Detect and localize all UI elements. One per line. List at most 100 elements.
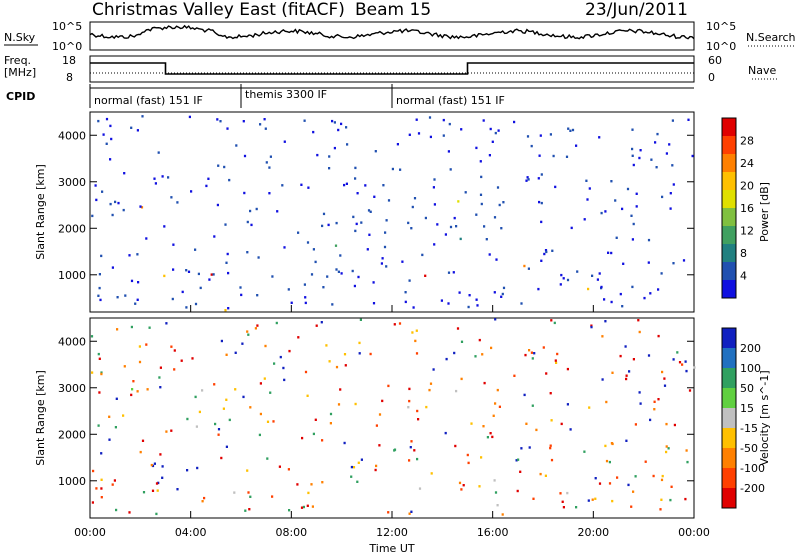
power-cell: [246, 251, 249, 254]
power-cell: [303, 283, 306, 286]
velocity-cell: [159, 366, 162, 369]
velocity-cell: [369, 352, 372, 356]
power-cell: [460, 128, 463, 131]
power-cell: [527, 267, 530, 270]
power-cell: [433, 203, 436, 206]
power-cell: [639, 149, 642, 152]
velocity-cell: [624, 345, 627, 348]
velocity-cell: [454, 444, 457, 448]
power-cell: [176, 201, 179, 204]
power-cell: [417, 132, 421, 135]
power-cell: [97, 119, 100, 123]
power-cell: [444, 233, 447, 236]
power-cell: [552, 154, 555, 158]
power-cell: [457, 200, 460, 203]
power-cell: [502, 286, 506, 290]
x-tick-label: 00:00: [74, 526, 106, 539]
power-cell: [271, 275, 274, 278]
power-cell: [576, 270, 579, 273]
velocity-cell: [415, 352, 419, 355]
power-cell: [448, 122, 451, 126]
velocity-cell: [676, 351, 679, 354]
velocity-cell: [496, 504, 499, 507]
velocity-cell: [241, 342, 244, 345]
power-cell: [199, 286, 202, 290]
colorbar-tick-label: 16: [740, 202, 754, 215]
power-cell: [304, 296, 307, 299]
power-cell: [310, 273, 314, 276]
power-cell: [246, 220, 249, 224]
power-cell: [216, 118, 219, 121]
velocity-cell: [550, 458, 554, 462]
y-tick-label: 3000: [58, 176, 86, 189]
power-cell: [130, 126, 133, 129]
velocity-cell: [408, 387, 411, 391]
velocity-cell: [114, 426, 117, 429]
velocity-cell: [337, 403, 341, 406]
power-cell: [217, 164, 220, 167]
velocity-cell: [531, 404, 534, 407]
power-cell: [98, 286, 101, 290]
power-cell: [228, 178, 231, 182]
power-cell: [631, 285, 634, 289]
colorbar-swatch: [722, 280, 736, 299]
velocity-cell: [244, 509, 247, 512]
velocity-cell: [550, 419, 553, 422]
power-cell: [345, 182, 348, 185]
velocity-cell: [350, 465, 353, 469]
power-cell: [668, 143, 671, 146]
velocity-cell: [151, 464, 155, 468]
power-cell: [312, 248, 315, 251]
power-axis: 1000 2000 3000 4000: [58, 129, 694, 282]
power-cell: [240, 293, 243, 297]
power-cell: [560, 273, 563, 277]
y-tick-label: 2000: [58, 222, 86, 235]
velocity-cell: [517, 458, 520, 461]
power-cell: [442, 118, 445, 122]
freq-unit: [MHz]: [4, 66, 36, 79]
power-cell: [287, 288, 290, 291]
y-tick-label: 4000: [58, 335, 86, 348]
velocity-cell: [608, 460, 611, 464]
power-panel: [89, 111, 695, 313]
power-cell: [614, 199, 617, 202]
nsearch-hi: 10^5: [706, 20, 736, 33]
colorbar-frame: [721, 117, 737, 299]
power-cell: [331, 119, 334, 123]
velocity-cell: [681, 363, 684, 366]
velocity-cell: [638, 391, 641, 394]
x-tick-label: 04:00: [175, 526, 207, 539]
nsky-label: N.Sky: [4, 31, 36, 44]
velocity-cells: [90, 318, 696, 516]
power-cell: [610, 251, 613, 255]
velocity-cell: [161, 465, 164, 468]
velocity-cell: [159, 453, 162, 456]
colorbar-tick-label: 20: [740, 180, 754, 193]
velocity-cell: [678, 361, 682, 364]
velocity-cell: [98, 357, 101, 360]
velocity-cell: [272, 420, 275, 423]
velocity-cell: [170, 429, 173, 432]
velocity-cell: [528, 446, 531, 449]
velocity-cell: [661, 370, 664, 374]
power-cell: [682, 259, 686, 262]
power-cell: [569, 129, 572, 132]
power-cell: [335, 268, 338, 271]
power-cell: [621, 305, 624, 308]
velocity-cell: [350, 475, 353, 478]
cpid-segment-label: normal (fast) 151 IF: [396, 94, 505, 107]
power-cell: [523, 264, 526, 268]
power-cell: [276, 210, 279, 213]
power-cell: [263, 118, 266, 121]
velocity-cell: [478, 485, 481, 488]
velocity-cell: [321, 481, 324, 484]
freq-lo: 8: [66, 71, 73, 84]
power-cell: [459, 237, 462, 241]
nave-hi: 60: [708, 54, 722, 67]
power-cell: [432, 186, 435, 189]
power-cell: [303, 119, 306, 122]
power-cell: [596, 278, 599, 281]
power-cell: [109, 158, 112, 161]
velocity-axis: 1000 2000 3000 4000: [58, 335, 694, 488]
